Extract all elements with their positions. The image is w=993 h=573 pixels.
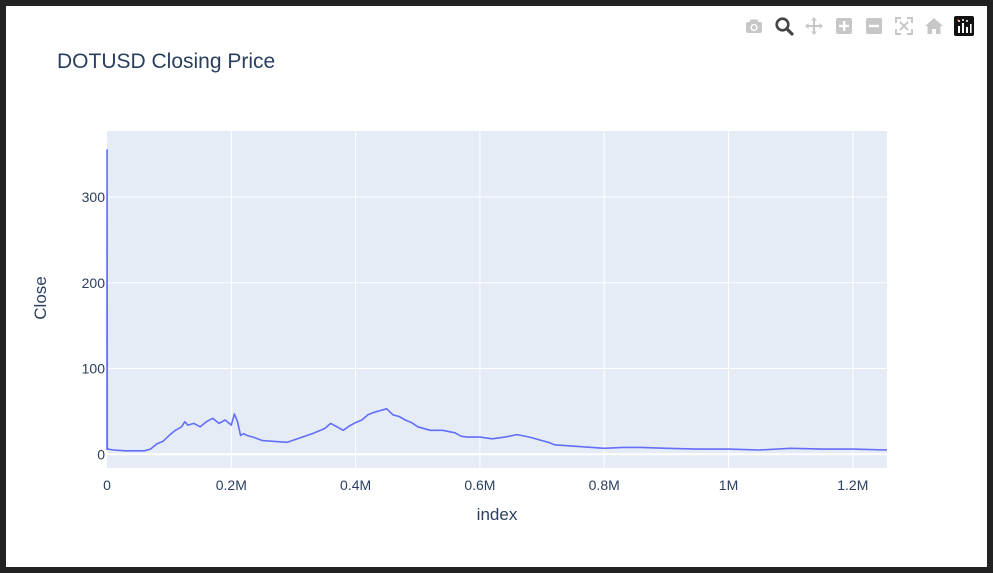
x-tick-label: 0.2M <box>216 477 247 493</box>
y-axis-label: Close <box>31 276 50 319</box>
plotly-logo-icon[interactable] <box>949 12 979 40</box>
zoom-in-icon[interactable] <box>829 12 859 40</box>
x-tick-label: 0 <box>103 477 111 493</box>
plot-area[interactable]: 0 0.2M 0.4M 0.6M 0.8M 1M 1.2M 0 100 200 300 <box>82 131 888 493</box>
y-tick-label: 0 <box>97 446 105 462</box>
chart-title: DOTUSD Closing Price <box>57 50 275 73</box>
modebar <box>739 12 979 40</box>
x-axis-label: index <box>477 505 518 524</box>
y-tick-label: 300 <box>82 189 106 205</box>
autoscale-icon[interactable] <box>889 12 919 40</box>
zoom-out-icon[interactable] <box>859 12 889 40</box>
x-tick-label: 0.4M <box>340 477 371 493</box>
chart-frame: DOTUSD Closing Price 0 0.2M 0.4M 0.6M 0.8M 1M… <box>6 6 987 567</box>
y-tick-label: 100 <box>82 361 106 377</box>
x-tick-label: 0.8M <box>589 477 620 493</box>
series-line[interactable] <box>106 149 888 452</box>
reset-axes-icon[interactable] <box>919 12 949 40</box>
camera-icon[interactable] <box>739 12 769 40</box>
plot-background <box>107 131 887 468</box>
x-tick-label: 1M <box>719 477 738 493</box>
x-tick-label: 1.2M <box>837 477 868 493</box>
zoom-icon[interactable] <box>769 12 799 40</box>
x-tick-label: 0.6M <box>464 477 495 493</box>
pan-icon[interactable] <box>799 12 829 40</box>
line-chart[interactable]: DOTUSD Closing Price 0 0.2M 0.4M 0.6M 0.8M 1M… <box>6 6 987 567</box>
y-tick-label: 200 <box>82 275 106 291</box>
